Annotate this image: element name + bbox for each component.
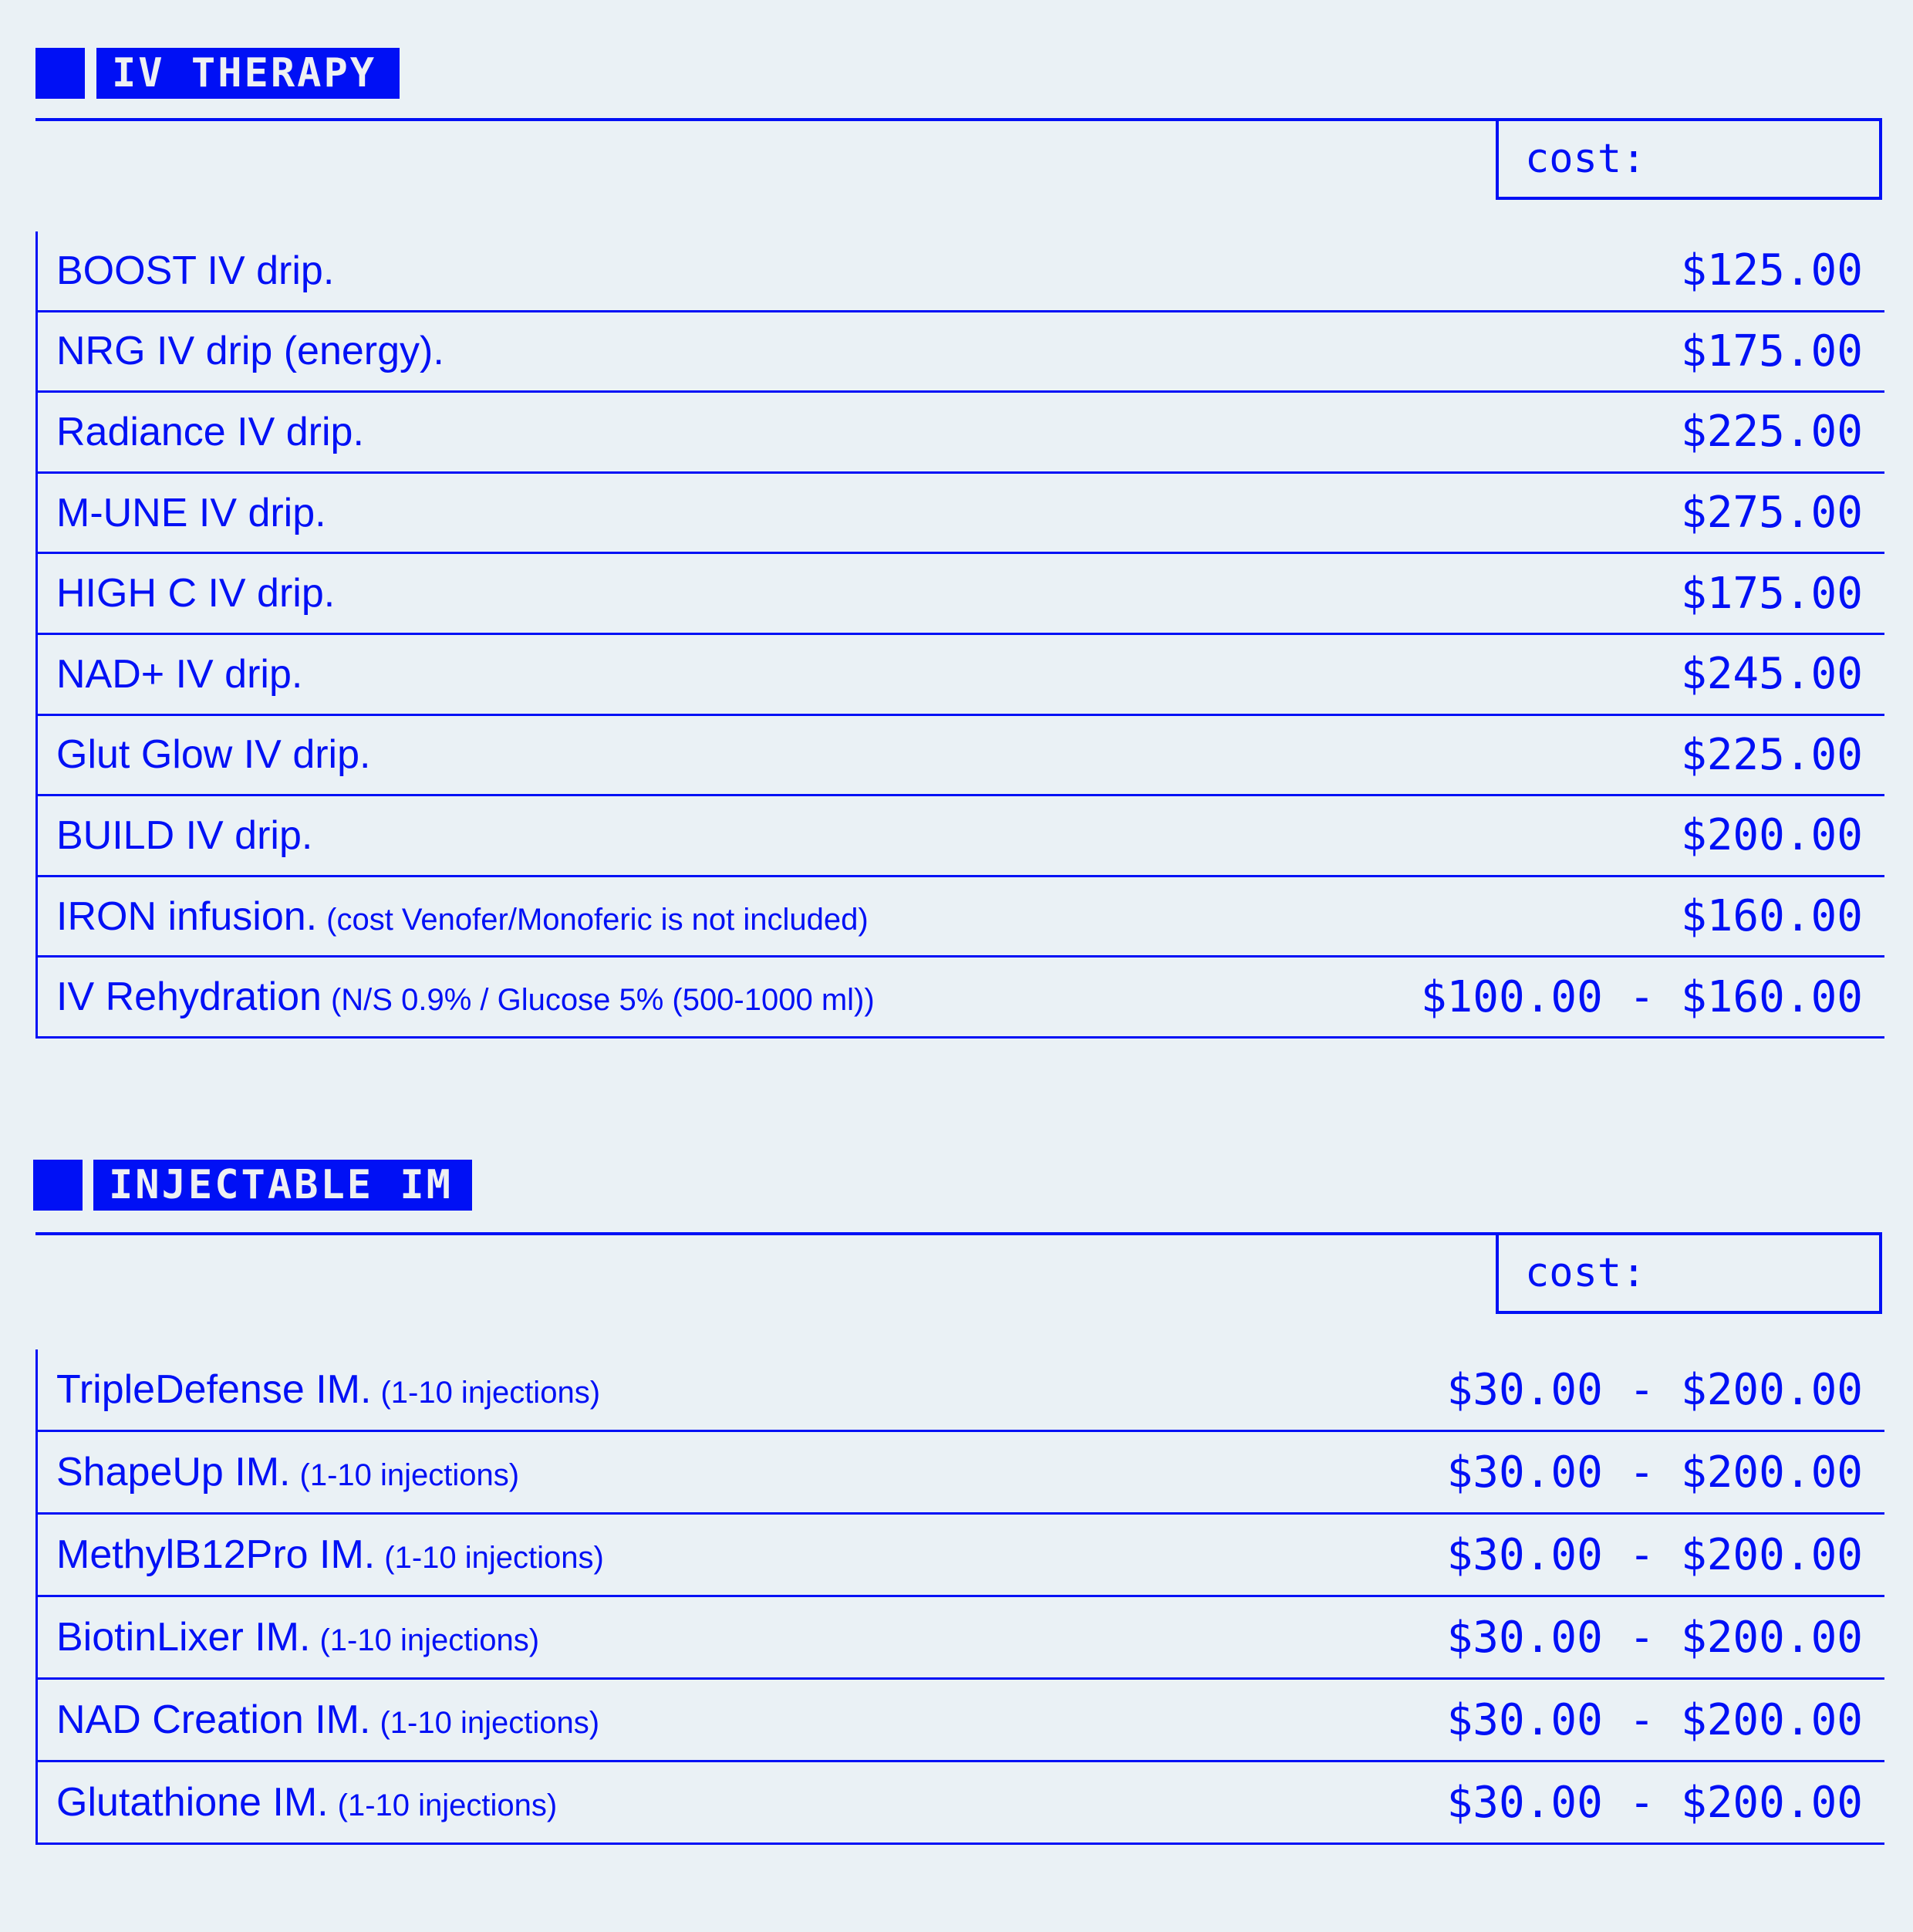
- item-name: NRG IV drip (energy).: [56, 329, 444, 374]
- item-price: $245.00: [1680, 649, 1863, 700]
- price-row: Glut Glow IV drip. $225.00: [38, 716, 1884, 797]
- item-price: $160.00: [1680, 891, 1863, 942]
- item-name: TripleDefense IM.: [56, 1367, 372, 1412]
- item-name: BiotinLixer IM.: [56, 1615, 311, 1660]
- item-note: (1-10 injections): [380, 1376, 601, 1410]
- item-name: IV Rehydration: [56, 974, 322, 1020]
- item-price: $30.00 - $200.00: [1446, 1612, 1863, 1663]
- item-name-cell: IV Rehydration (N/S 0.9% / Glucose 5% (50…: [56, 974, 875, 1020]
- item-note: (1-10 injections): [380, 1706, 600, 1740]
- item-name: Glut Glow IV drip.: [56, 732, 371, 778]
- divider: [35, 1232, 1882, 1235]
- price-row: IV Rehydration (N/S 0.9% / Glucose 5% (50…: [38, 958, 1884, 1039]
- item-price: $200.00: [1680, 810, 1863, 861]
- item-name: ShapeUp IM.: [56, 1450, 291, 1495]
- item-name: M-UNE IV drip.: [56, 490, 326, 535]
- item-name: MethylB12Pro IM.: [56, 1532, 376, 1577]
- item-price: $225.00: [1680, 729, 1863, 780]
- item-price: $125.00: [1680, 245, 1863, 296]
- price-row: ShapeUp IM. (1-10 injections) $30.00 - $20…: [38, 1432, 1884, 1515]
- section-title: IV THERAPY: [96, 48, 400, 99]
- item-name-cell: Radiance IV drip.: [56, 409, 364, 455]
- price-row: HIGH C IV drip. $175.00: [38, 554, 1884, 635]
- section-marker-icon: [35, 48, 85, 99]
- item-name: NAD Creation IM.: [56, 1697, 371, 1742]
- divider: [35, 118, 1882, 121]
- item-name: BUILD IV drip.: [56, 812, 313, 858]
- item-name-cell: HIGH C IV drip.: [56, 570, 335, 616]
- item-name-cell: BOOST IV drip.: [56, 248, 334, 294]
- item-note: (N/S 0.9% / Glucose 5% (500-1000 ml)): [330, 983, 875, 1018]
- item-note: (1-10 injections): [319, 1623, 540, 1657]
- price-row: BiotinLixer IM. (1-10 injections) $30.00 -…: [38, 1597, 1884, 1680]
- item-name-cell: ShapeUp IM. (1-10 injections): [56, 1449, 519, 1495]
- item-note: (1-10 injections): [299, 1458, 520, 1492]
- item-name-cell: IRON infusion. (cost Venofer/Monoferic is…: [56, 893, 869, 940]
- price-row: M-UNE IV drip. $275.00: [38, 474, 1884, 555]
- price-row: NAD+ IV drip. $245.00: [38, 635, 1884, 716]
- cost-header: cost:: [1496, 118, 1882, 200]
- item-name-cell: NAD+ IV drip.: [56, 651, 302, 697]
- item-price: $30.00 - $200.00: [1446, 1777, 1863, 1828]
- item-price: $30.00 - $200.00: [1446, 1364, 1863, 1415]
- item-note: (1-10 injections): [384, 1541, 604, 1575]
- item-name-cell: Glutathione IM. (1-10 injections): [56, 1779, 557, 1826]
- item-note: (1-10 injections): [337, 1788, 558, 1822]
- price-row: BUILD IV drip. $200.00: [38, 796, 1884, 877]
- item-name: Radiance IV drip.: [56, 409, 364, 454]
- item-name: Glutathione IM.: [56, 1780, 329, 1825]
- item-price: $30.00 - $200.00: [1446, 1694, 1863, 1745]
- item-price: $175.00: [1680, 568, 1863, 619]
- item-name-cell: NAD Creation IM. (1-10 injections): [56, 1697, 599, 1743]
- price-row: MethylB12Pro IM. (1-10 injections) $30.00 …: [38, 1515, 1884, 1597]
- price-row: BOOST IV drip. $125.00: [38, 231, 1884, 312]
- item-price: $275.00: [1680, 488, 1863, 539]
- price-row: IRON infusion. (cost Venofer/Monoferic is…: [38, 877, 1884, 958]
- item-price: $175.00: [1680, 326, 1863, 377]
- item-note: (cost Venofer/Monoferic is not included): [326, 902, 869, 937]
- item-price: $30.00 - $200.00: [1446, 1447, 1863, 1498]
- price-row: NAD Creation IM. (1-10 injections) $30.00 …: [38, 1680, 1884, 1762]
- price-row: TripleDefense IM. (1-10 injections) $30.00…: [38, 1349, 1884, 1432]
- item-name: BOOST IV drip.: [56, 248, 335, 293]
- item-price: $225.00: [1680, 407, 1863, 458]
- iv-therapy-price-list: BOOST IV drip. $125.00 NRG IV drip (energy…: [35, 231, 1884, 1039]
- item-name: HIGH C IV drip.: [56, 571, 336, 616]
- item-name-cell: NRG IV drip (energy).: [56, 328, 444, 374]
- item-name-cell: M-UNE IV drip.: [56, 490, 326, 536]
- price-row: Radiance IV drip. $225.00: [38, 393, 1884, 474]
- item-name-cell: Glut Glow IV drip.: [56, 731, 370, 778]
- item-name-cell: BUILD IV drip.: [56, 812, 312, 859]
- item-name: IRON infusion.: [56, 893, 318, 939]
- injectable-im-price-list: TripleDefense IM. (1-10 injections) $30.00…: [35, 1349, 1884, 1845]
- section-marker-icon: [33, 1160, 83, 1211]
- item-name-cell: BiotinLixer IM. (1-10 injections): [56, 1614, 539, 1660]
- item-price: $100.00 - $160.00: [1420, 971, 1863, 1022]
- section-title: INJECTABLE IM: [93, 1160, 472, 1211]
- item-price: $30.00 - $200.00: [1446, 1529, 1863, 1580]
- cost-header: cost:: [1496, 1232, 1882, 1314]
- price-row: Glutathione IM. (1-10 injections) $30.00 -…: [38, 1762, 1884, 1845]
- item-name-cell: MethylB12Pro IM. (1-10 injections): [56, 1532, 604, 1578]
- item-name-cell: TripleDefense IM. (1-10 injections): [56, 1366, 600, 1413]
- item-name: NAD+ IV drip.: [56, 651, 303, 697]
- price-row: NRG IV drip (energy). $175.00: [38, 312, 1884, 393]
